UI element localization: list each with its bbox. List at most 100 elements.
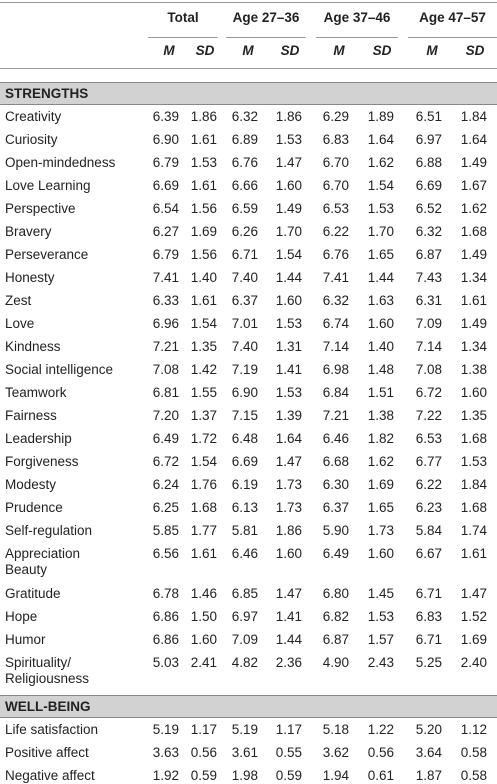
cell: 1.49: [460, 316, 487, 331]
cell: 6.90: [231, 385, 258, 400]
cell: 1.39: [275, 408, 302, 423]
cell: 7.09: [415, 316, 442, 331]
cell: 1.64: [367, 132, 394, 147]
cell: 1.62: [367, 454, 394, 469]
cell: 1.69: [367, 477, 394, 492]
row-label: Hope: [5, 609, 38, 624]
row-label: Fairness: [5, 408, 57, 423]
cell: 7.40: [231, 270, 258, 285]
cell: 1.49: [460, 247, 487, 262]
cell: 1.61: [190, 293, 217, 308]
cell: 1.47: [275, 586, 302, 601]
cell: 1.44: [275, 270, 302, 285]
cell: 1.86: [275, 109, 302, 124]
group-header: Age 27–36: [232, 10, 300, 25]
cell: 6.27: [152, 224, 179, 239]
subheader: SD: [372, 43, 392, 58]
cell: 6.25: [152, 500, 179, 515]
cell: 3.63: [152, 745, 179, 760]
cell: 1.40: [367, 339, 394, 354]
cell: 1.73: [275, 500, 302, 515]
cell: 1.35: [460, 408, 487, 423]
cell: 6.30: [322, 477, 349, 492]
cell: 6.83: [322, 132, 349, 147]
cell: 1.68: [460, 431, 487, 446]
cell: 1.56: [190, 201, 217, 216]
cell: 1.48: [367, 362, 394, 377]
cell: 1.98: [231, 768, 258, 783]
cell: 1.82: [367, 431, 394, 446]
cell: 7.40: [231, 339, 258, 354]
cell: 6.72: [152, 454, 179, 469]
subheader: SD: [195, 43, 215, 58]
row-label: Self-regulation: [5, 523, 93, 538]
cell: 0.61: [367, 768, 394, 783]
cell: 6.69: [231, 454, 258, 469]
cell: 6.83: [415, 609, 442, 624]
cell: 1.49: [275, 201, 302, 216]
cell: 3.61: [231, 745, 258, 760]
top-rule: [0, 2, 497, 3]
cell: 1.37: [190, 408, 217, 423]
cell: 5.81: [231, 523, 258, 538]
cell: 6.71: [415, 632, 442, 647]
cell: 1.65: [367, 247, 394, 262]
cell: 1.61: [190, 546, 217, 561]
cell: 1.69: [190, 224, 217, 239]
cell: 1.40: [190, 270, 217, 285]
cell: 2.36: [275, 655, 302, 670]
cell: 1.64: [275, 431, 302, 446]
cell: 7.14: [322, 339, 349, 354]
cell: 1.17: [190, 722, 217, 737]
cell: 1.41: [275, 609, 302, 624]
cell: 1.35: [190, 339, 217, 354]
cell: 6.98: [322, 362, 349, 377]
row-label: Appreciation Beauty: [5, 546, 81, 577]
cell: 1.47: [275, 155, 302, 170]
cell: 6.13: [231, 500, 258, 515]
cell: 7.20: [152, 408, 179, 423]
header-rule: [0, 68, 497, 69]
cell: 6.32: [231, 109, 258, 124]
cell: 6.74: [322, 316, 349, 331]
cell: 1.60: [460, 385, 487, 400]
cell: 1.61: [460, 293, 487, 308]
cell: 6.84: [322, 385, 349, 400]
cell: 6.82: [322, 609, 349, 624]
cell: 1.61: [190, 178, 217, 193]
cell: 1.34: [460, 270, 487, 285]
cell: 6.59: [231, 201, 258, 216]
subheader: M: [242, 43, 254, 58]
cell: 1.34: [460, 339, 487, 354]
cell: 6.70: [322, 178, 349, 193]
cell: 1.53: [190, 155, 217, 170]
cell: 1.22: [367, 722, 394, 737]
cell: 3.62: [322, 745, 349, 760]
cell: 4.82: [231, 655, 258, 670]
cell: 6.46: [231, 546, 258, 561]
group-header: Age 47–57: [419, 10, 486, 25]
cell: 6.89: [231, 132, 258, 147]
cell: 1.67: [460, 178, 487, 193]
cell: 6.32: [322, 293, 349, 308]
cell: 2.43: [367, 655, 394, 670]
cell: 6.79: [152, 247, 179, 262]
cell: 1.89: [367, 109, 394, 124]
cell: 6.19: [231, 477, 258, 492]
group-rule: [316, 37, 398, 38]
cell: 1.49: [460, 155, 487, 170]
cell: 6.46: [322, 431, 349, 446]
row-label: Curiosity: [5, 132, 58, 147]
cell: 1.53: [275, 385, 302, 400]
cell: 6.69: [152, 178, 179, 193]
cell: 6.85: [231, 586, 258, 601]
row-label: Open-mindedness: [5, 155, 116, 170]
cell: 1.84: [460, 477, 487, 492]
cell: 7.21: [152, 339, 179, 354]
cell: 2.40: [460, 655, 487, 670]
cell: 6.39: [152, 109, 179, 124]
cell: 1.60: [275, 178, 302, 193]
cell: 1.92: [152, 768, 179, 783]
row-label: Love: [5, 316, 35, 331]
